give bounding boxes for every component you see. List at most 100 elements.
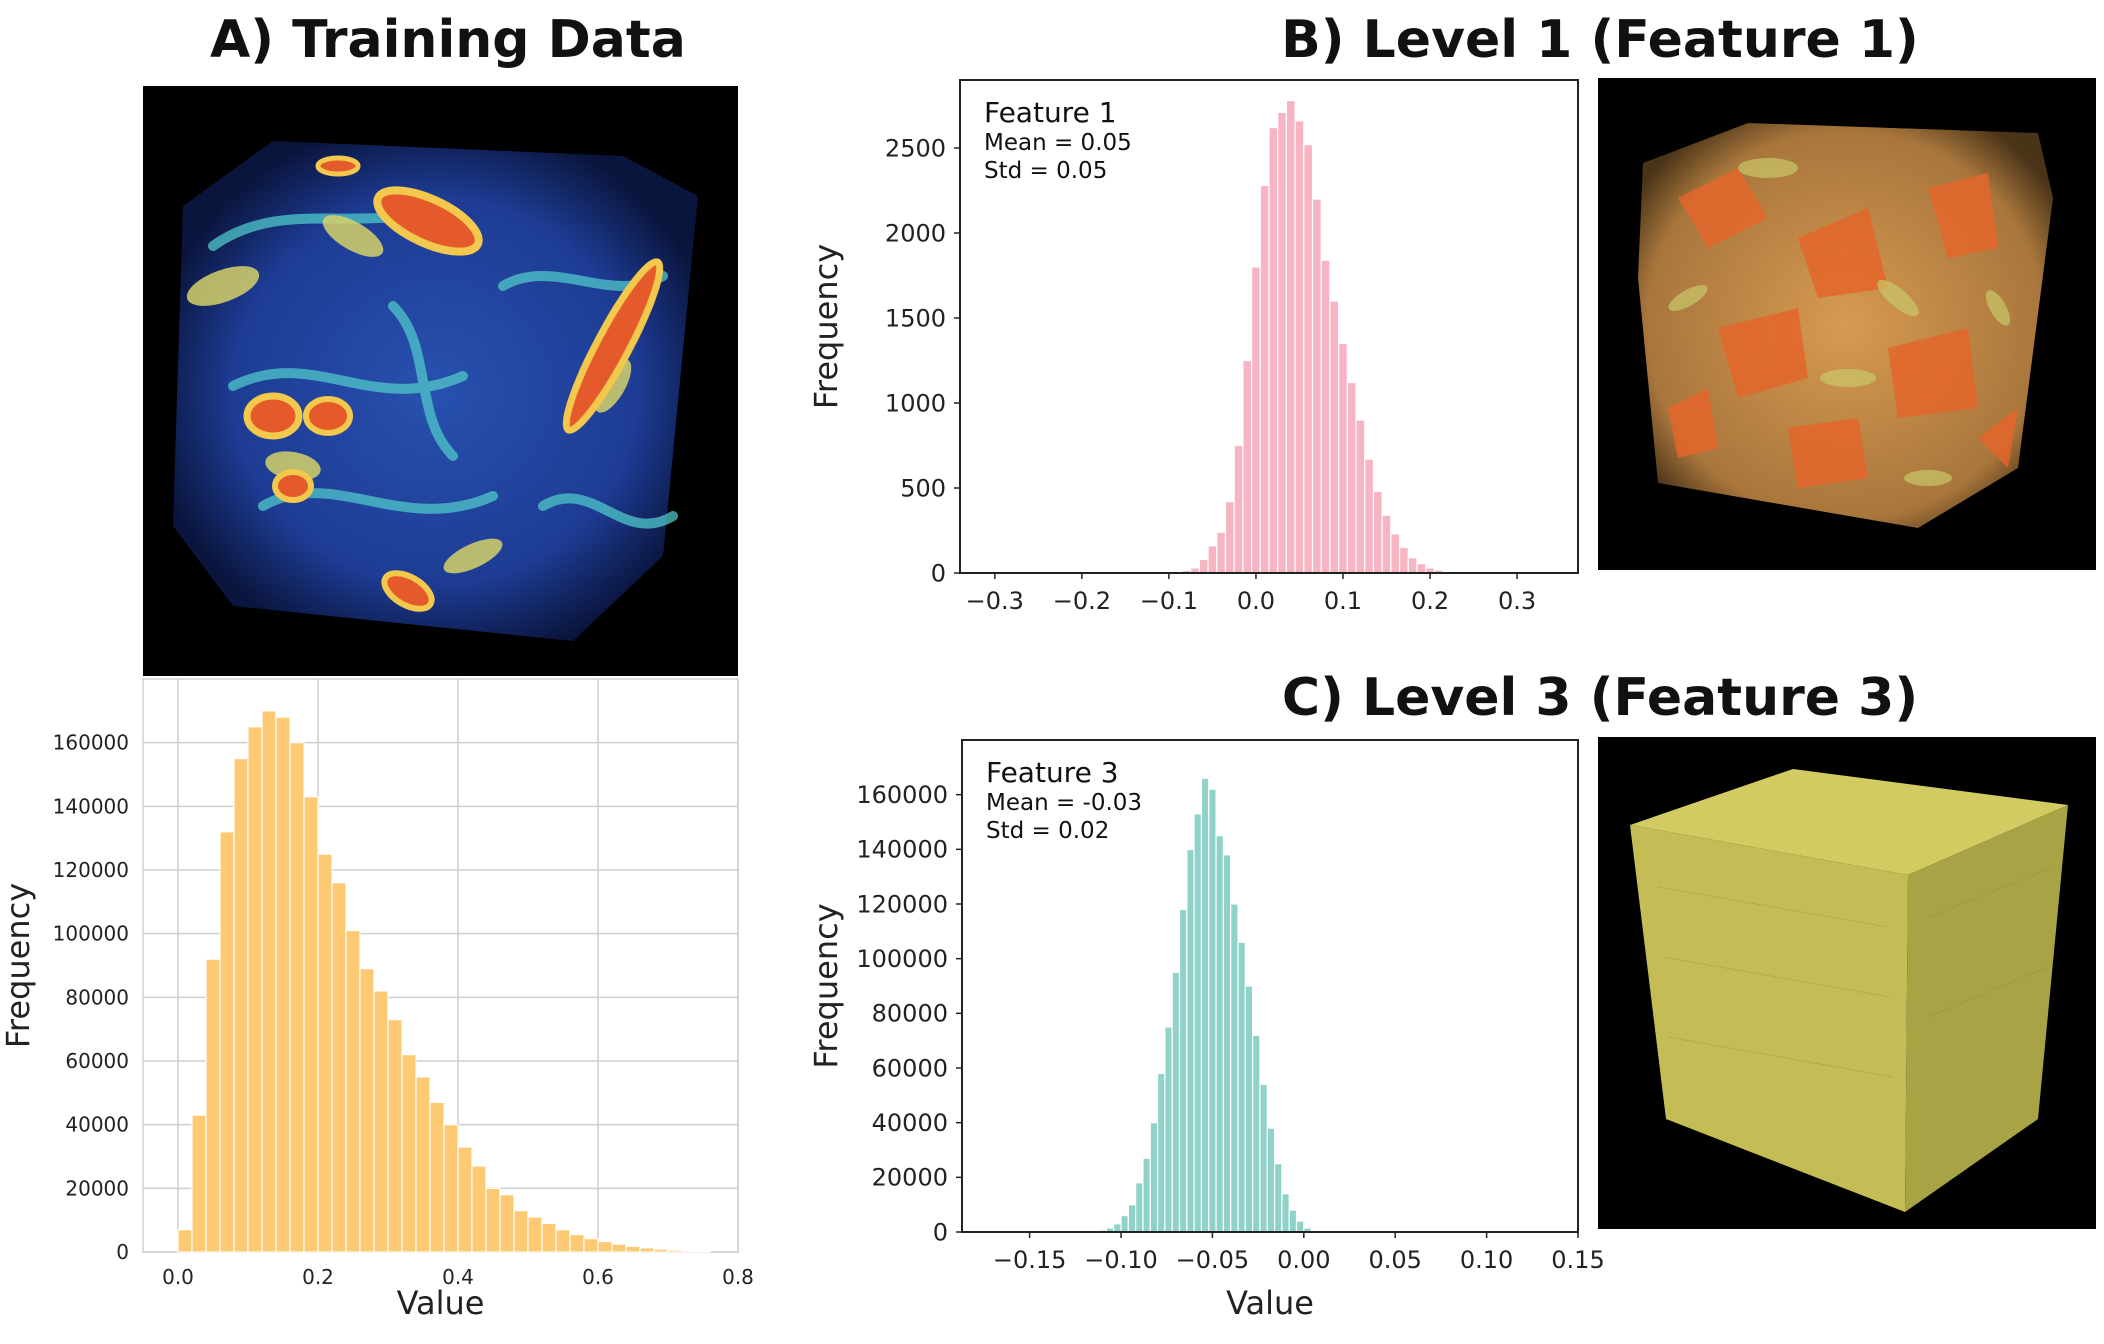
x-tick-label: 0.0 bbox=[162, 1265, 194, 1289]
histogram-bar bbox=[1407, 557, 1418, 574]
histogram-bar bbox=[1390, 533, 1401, 574]
panel-b-title: B) Level 1 (Feature 1) bbox=[1281, 10, 1919, 70]
y-tick-label: 20000 bbox=[872, 1164, 948, 1192]
histogram-bar bbox=[1281, 1193, 1290, 1233]
histogram-bar bbox=[429, 1101, 445, 1253]
histogram-bar bbox=[1303, 144, 1314, 574]
histogram-bar bbox=[1294, 120, 1305, 574]
histogram-bar bbox=[1198, 558, 1209, 574]
histogram-bar bbox=[1250, 266, 1261, 574]
histogram-bar bbox=[1233, 444, 1244, 574]
histogram-b: −0.3 −0.2 −0.1 0.0 0.1 0.2 0.3 0 500 1000 1500 2000… bbox=[807, 79, 1579, 615]
x-tick-label: −0.2 bbox=[1053, 587, 1111, 615]
y-tick-label: 120000 bbox=[53, 858, 129, 882]
histogram-bar bbox=[667, 1249, 683, 1253]
histogram-bar bbox=[345, 929, 361, 1253]
histogram-bar bbox=[1113, 1223, 1122, 1233]
histogram-bar bbox=[625, 1245, 641, 1253]
y-tick-label: 100000 bbox=[53, 922, 129, 946]
histogram-bar bbox=[373, 990, 389, 1253]
histogram-bar bbox=[611, 1243, 627, 1253]
plot-frame bbox=[959, 79, 1579, 574]
x-tick-label: 0.4 bbox=[442, 1265, 474, 1289]
y-tick-label: 0 bbox=[116, 1240, 129, 1264]
y-axis-label: Frequency bbox=[807, 903, 845, 1068]
x-axis-label: Value bbox=[397, 1284, 485, 1322]
turbulence-volume-render bbox=[143, 86, 738, 676]
y-tick-label: 500 bbox=[900, 474, 946, 502]
x-tick-label: 0.2 bbox=[302, 1265, 334, 1289]
histogram-bar bbox=[471, 1165, 487, 1253]
plot-frame bbox=[961, 739, 1579, 1233]
x-axis-label: Value bbox=[1226, 1284, 1314, 1322]
histogram-bar bbox=[233, 757, 249, 1253]
histogram-bar bbox=[1329, 300, 1340, 574]
histogram-bar bbox=[1252, 1034, 1261, 1233]
histogram-bar bbox=[275, 716, 291, 1253]
histogram-bar bbox=[457, 1146, 473, 1253]
histogram-bar bbox=[485, 1187, 501, 1253]
histogram-bar bbox=[401, 1054, 417, 1253]
histogram-bar bbox=[653, 1248, 669, 1253]
histogram-bar bbox=[1268, 126, 1279, 574]
legend-std: Std = 0.05 bbox=[984, 158, 1107, 184]
histogram-bar bbox=[569, 1233, 585, 1253]
histogram-bar bbox=[1355, 419, 1366, 574]
histogram-bar bbox=[1193, 813, 1203, 1233]
histogram-bar bbox=[1320, 259, 1331, 574]
histogram-a: 0.0 0.2 0.4 0.6 0.8 0 20000 40000 60000 80000 1000… bbox=[0, 678, 754, 1322]
histogram-bar bbox=[1237, 941, 1246, 1233]
y-tick-label: 0 bbox=[931, 559, 946, 587]
y-tick-label: 20000 bbox=[65, 1176, 129, 1200]
histogram-bar bbox=[177, 1229, 193, 1253]
histogram-c: −0.15 −0.10 −0.05 0.00 0.05 0.10 0.15 0 20000 400… bbox=[807, 739, 1605, 1322]
histogram-bar bbox=[1259, 184, 1270, 574]
y-tick-label: 1500 bbox=[885, 304, 946, 332]
x-tick-label: 0.2 bbox=[1411, 587, 1449, 615]
x-tick-label: 0.00 bbox=[1277, 1246, 1330, 1274]
histogram-bar bbox=[1346, 382, 1357, 574]
histogram-bar bbox=[1216, 531, 1227, 574]
legend-feature-name: Feature 3 bbox=[986, 756, 1119, 789]
histogram-bar bbox=[681, 1250, 697, 1253]
histogram-bar bbox=[1285, 99, 1296, 574]
y-tick-label: 1000 bbox=[885, 389, 946, 417]
y-tick-label: 60000 bbox=[872, 1054, 948, 1082]
x-tick-label: −0.3 bbox=[966, 587, 1024, 615]
panel-c-title: C) Level 3 (Feature 3) bbox=[1281, 668, 1919, 728]
histogram-bar bbox=[261, 710, 277, 1253]
histogram-bar bbox=[317, 853, 333, 1253]
histogram-bar bbox=[499, 1194, 515, 1253]
y-tick-label: 160000 bbox=[856, 781, 948, 809]
y-tick-label: 0 bbox=[933, 1218, 948, 1246]
histogram-bar bbox=[1295, 1220, 1305, 1233]
x-tick-label: 0.15 bbox=[1551, 1246, 1604, 1274]
histogram-bar bbox=[1178, 908, 1188, 1233]
histogram-bar bbox=[1164, 1026, 1173, 1233]
histogram-bar bbox=[1266, 1127, 1276, 1233]
histogram-bar bbox=[205, 958, 221, 1253]
y-tick-label: 40000 bbox=[65, 1113, 129, 1137]
histogram-bar bbox=[247, 726, 263, 1253]
histogram-bar bbox=[1120, 1214, 1129, 1233]
histogram-bar bbox=[1207, 545, 1218, 574]
histogram-bar bbox=[1381, 514, 1392, 574]
histogram-bar bbox=[1273, 1163, 1283, 1233]
x-tick-label: 0.6 bbox=[582, 1265, 614, 1289]
x-tick-label: 0.3 bbox=[1498, 587, 1536, 615]
histogram-bar bbox=[359, 968, 375, 1253]
x-tick-label: −0.05 bbox=[1176, 1246, 1250, 1274]
y-axis-label: Frequency bbox=[0, 883, 37, 1048]
histogram-bar bbox=[1242, 359, 1253, 574]
x-tick-label: 0.10 bbox=[1460, 1246, 1513, 1274]
x-tick-label: 0.8 bbox=[722, 1265, 754, 1289]
histogram-bar bbox=[219, 831, 235, 1253]
histogram-bar bbox=[289, 742, 305, 1253]
histogram-bar bbox=[303, 796, 319, 1253]
x-tick-label: −0.1 bbox=[1140, 587, 1198, 615]
y-axis-label: Frequency bbox=[807, 244, 845, 409]
histogram-bar bbox=[1244, 985, 1254, 1233]
feature1-volume-render bbox=[1598, 78, 2096, 570]
histogram-bar bbox=[1171, 971, 1181, 1233]
y-tick-label: 160000 bbox=[53, 731, 129, 755]
